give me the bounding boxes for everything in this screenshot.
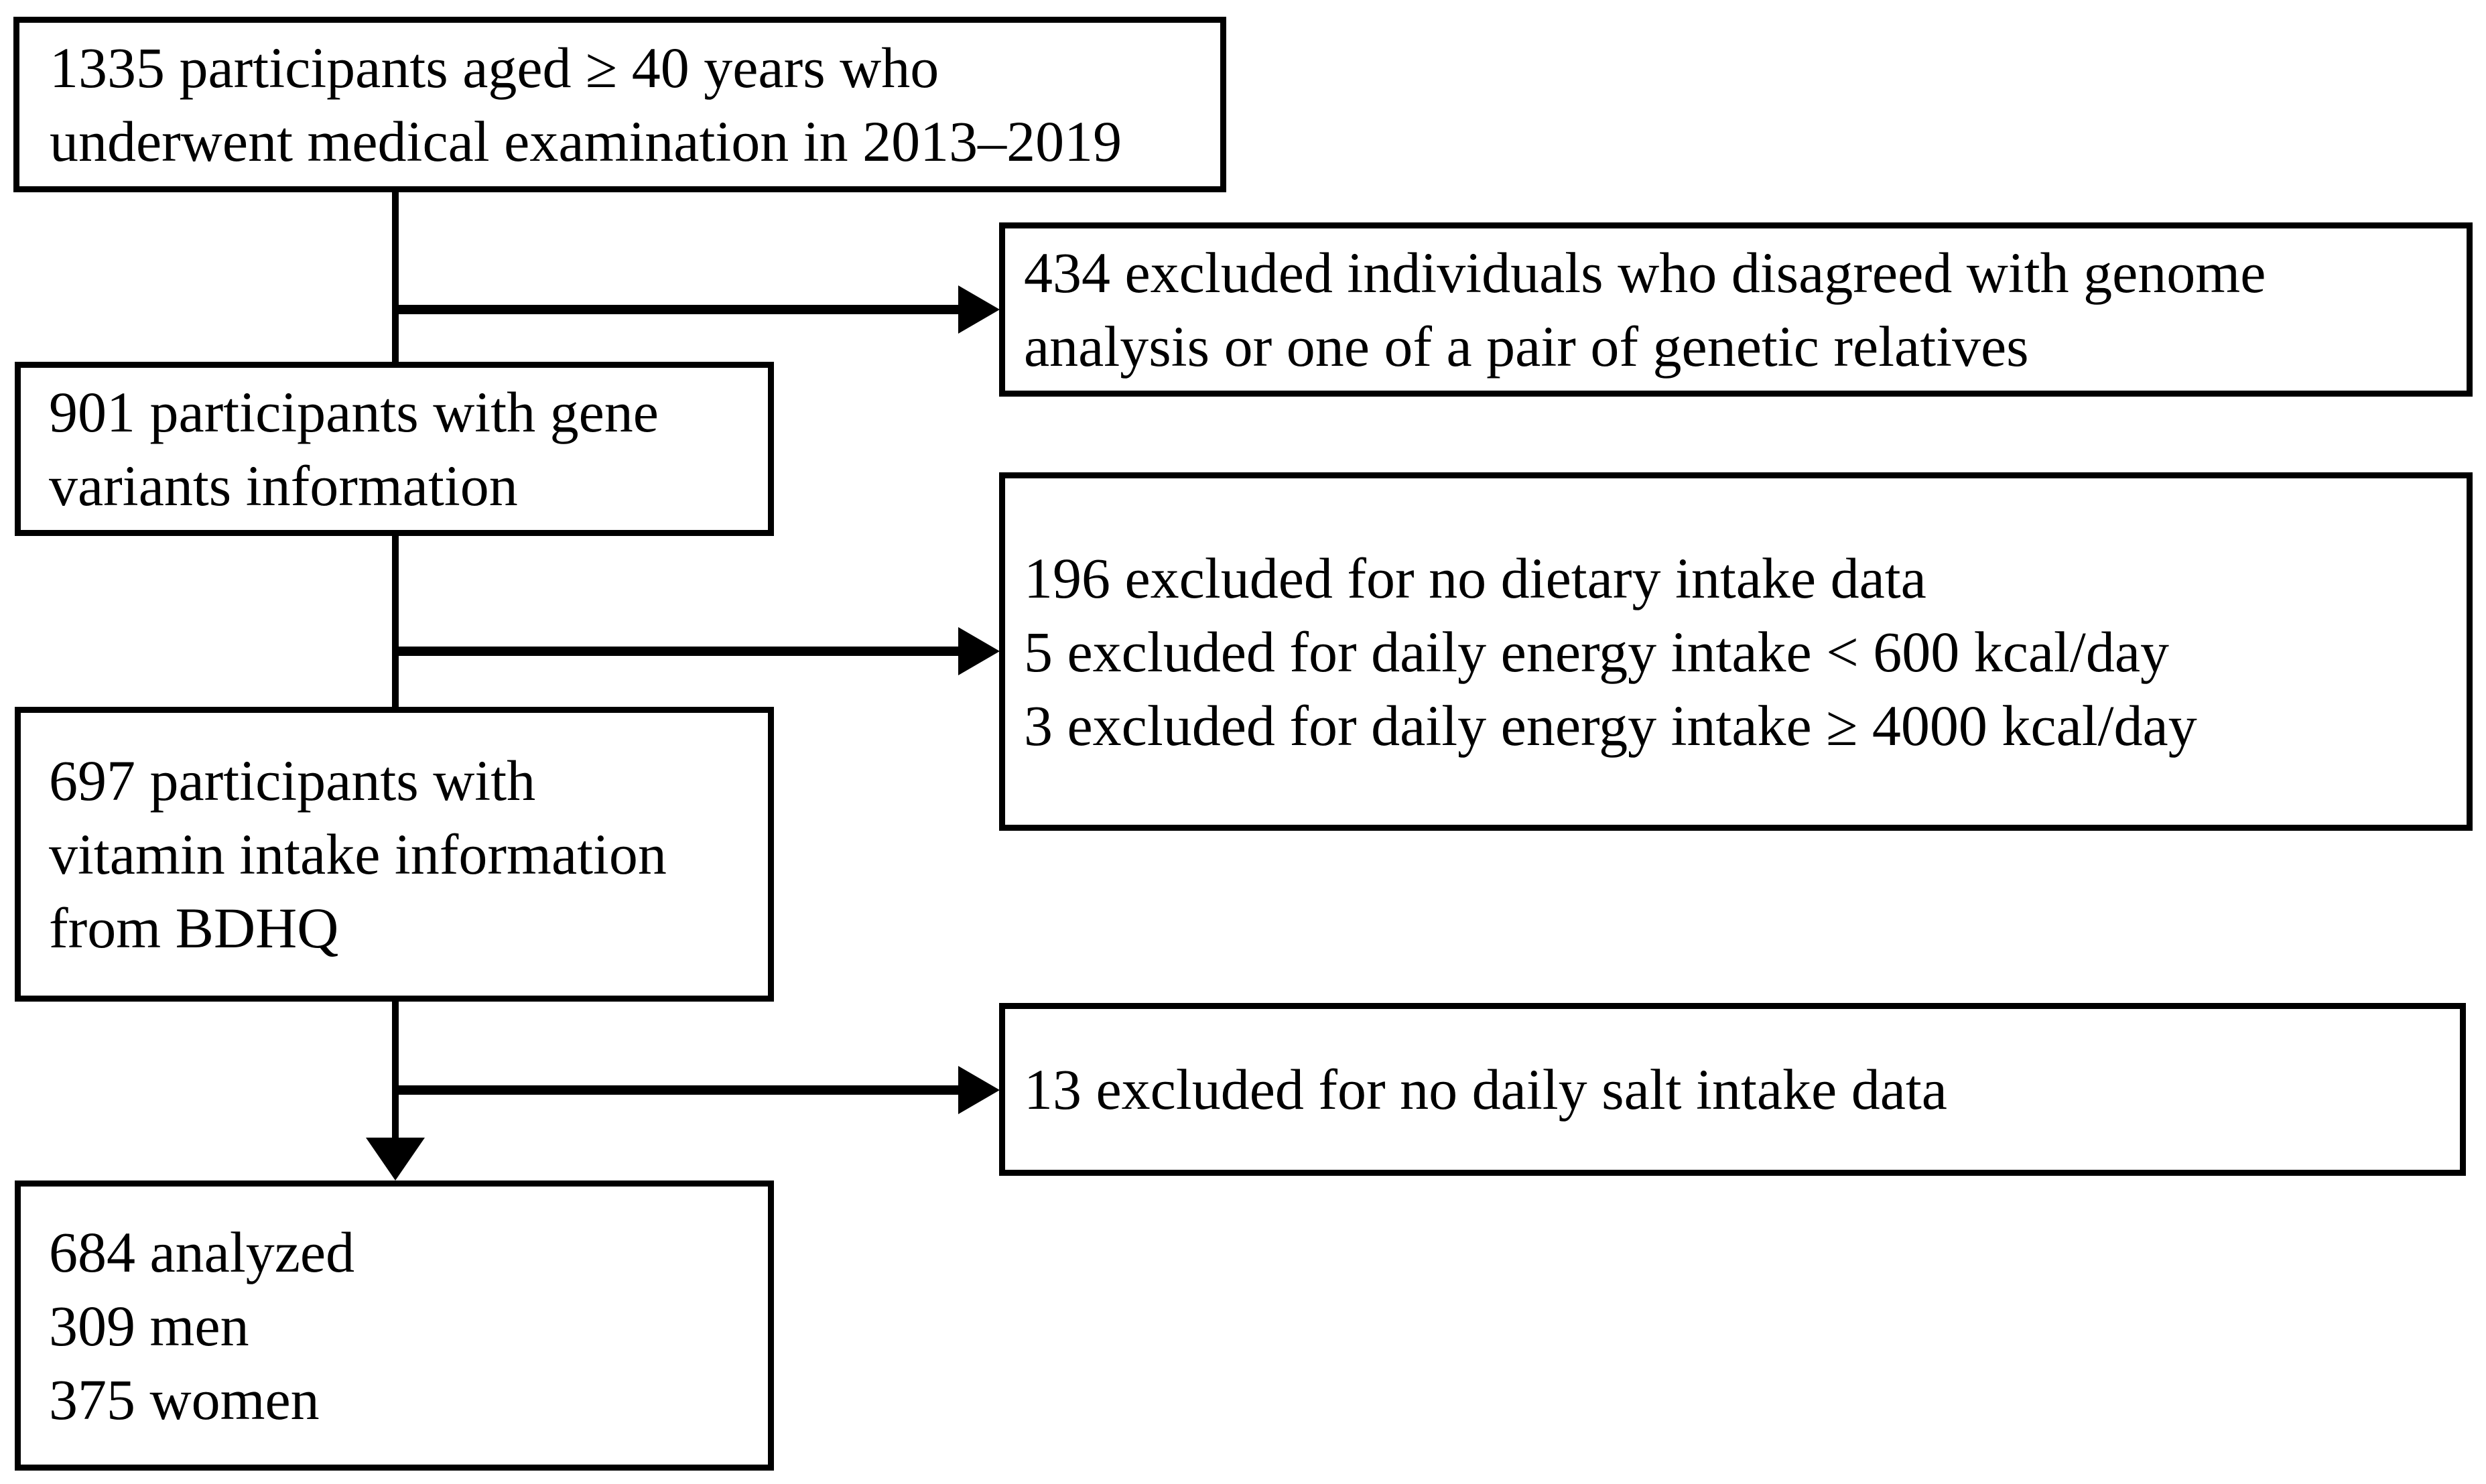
box-text-line: 1335 participants aged ≥ 40 years who <box>50 36 939 100</box>
box-text-line: variants information <box>49 454 518 518</box>
box-excluded-salt: 13 excluded for no daily salt intake dat… <box>999 1003 2466 1176</box>
box-gene-variants: 901 participants with gene variants info… <box>15 362 774 536</box>
arrowhead-right-dietary <box>958 627 1000 675</box>
box-text-line: 375 women <box>49 1367 320 1432</box>
box-text-line: 196 excluded for no dietary intake data <box>1024 545 1926 610</box>
box-text-line: 13 excluded for no daily salt intake dat… <box>1024 1057 1947 1122</box>
arrowhead-right-salt <box>958 1066 1000 1114</box>
box-excluded-genome: 434 excluded individuals who disagreed w… <box>999 222 2473 397</box>
arrowhead-right-genome <box>958 285 1000 334</box>
box-vitamin-intake: 697 participants with vitamin intake inf… <box>15 707 774 1002</box>
box-text-line: 697 participants with <box>49 748 536 813</box>
box-excluded-dietary: 196 excluded for no dietary intake data … <box>999 472 2473 831</box>
arrowhead-down-to-analyzed <box>366 1138 425 1181</box>
connector-vertical-2 <box>392 536 399 707</box>
box-text-line: 5 excluded for daily energy intake < 600… <box>1024 619 2169 684</box>
box-text-line: analysis or one of a pair of genetic rel… <box>1024 314 2029 379</box>
box-enrolled-participants: 1335 participants aged ≥ 40 years who un… <box>13 17 1226 192</box>
connector-vertical-1 <box>392 192 399 362</box>
box-analyzed: 684 analyzed 309 men 375 women <box>15 1181 774 1471</box>
box-text-line: from BDHQ <box>49 896 339 960</box>
connector-vertical-3 <box>392 1002 399 1142</box>
box-text-line: 309 men <box>49 1293 249 1358</box>
arrow-to-excluded-genome <box>392 305 958 314</box>
box-text-line: 684 analyzed <box>49 1219 355 1284</box>
box-text-line: 434 excluded individuals who disagreed w… <box>1024 241 2266 305</box>
arrow-to-excluded-salt <box>392 1085 958 1095</box>
box-text-line: underwent medical examination in 2013–20… <box>50 109 1122 174</box>
box-text-line: 901 participants with gene <box>49 380 659 444</box>
box-text-line: 3 excluded for daily energy intake ≥ 400… <box>1024 693 2197 758</box>
box-text-line: vitamin intake information <box>49 822 667 886</box>
arrow-to-excluded-dietary <box>392 647 958 656</box>
